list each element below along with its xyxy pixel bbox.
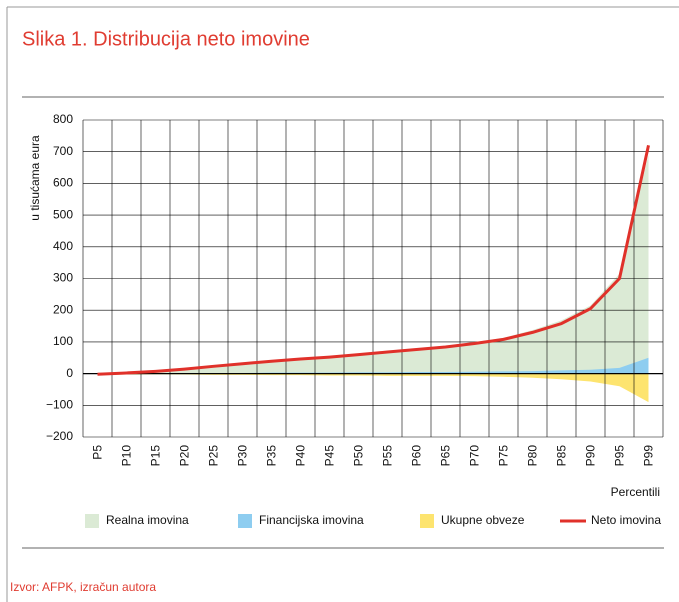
legend-swatch [238, 514, 252, 528]
y-axis-label: u tisućama eura [28, 135, 42, 221]
legend-label: Ukupne obveze [441, 513, 525, 527]
y-tick-label: 0 [66, 366, 73, 380]
x-tick-label: P55 [381, 445, 395, 467]
x-tick-label: P70 [468, 445, 482, 467]
x-tick-label: P5 [91, 445, 105, 460]
x-tick-label: P45 [323, 445, 337, 467]
area [97, 373, 649, 403]
x-tick-label: P90 [584, 445, 598, 467]
area [97, 154, 649, 374]
x-tick-label: P95 [613, 445, 627, 467]
y-tick-label: 700 [53, 144, 73, 158]
y-tick-label: 100 [53, 334, 73, 348]
line [97, 145, 650, 376]
area [97, 357, 649, 374]
x-tick-label: P10 [120, 445, 134, 467]
y-tick-label: 200 [53, 302, 73, 316]
legend-label: Neto imovina [591, 513, 661, 527]
x-tick-label: P50 [352, 445, 366, 467]
x-axis-label: Percentili [611, 485, 660, 499]
y-tick-label: 800 [53, 112, 73, 126]
x-tick-label: P35 [265, 445, 279, 467]
y-tick-label: −200 [46, 429, 73, 443]
legend-label: Realna imovina [106, 513, 189, 527]
y-tick-label: 600 [53, 176, 73, 190]
x-tick-label: P65 [439, 445, 453, 467]
x-tick-label: P20 [178, 445, 192, 467]
x-tick-label: P80 [526, 445, 540, 467]
x-tick-label: P85 [555, 445, 569, 467]
y-tick-label: 300 [53, 271, 73, 285]
source: Izvor: AFPK, izračun autora [10, 580, 156, 594]
x-tick-label: P99 [642, 445, 656, 467]
legend-swatch [420, 514, 434, 528]
x-tick-label: P25 [207, 445, 221, 467]
x-tick-label: P15 [149, 445, 163, 467]
y-tick-label: 400 [53, 239, 73, 253]
x-tick-label: P75 [497, 445, 511, 467]
y-tick-label: −100 [46, 397, 73, 411]
y-tick-label: 500 [53, 207, 73, 221]
legend-swatch [85, 514, 99, 528]
x-tick-label: P30 [236, 445, 250, 467]
chart-title: Slika 1. Distribucija neto imovine [22, 28, 310, 50]
x-tick-label: P40 [294, 445, 308, 467]
x-tick-label: P60 [410, 445, 424, 467]
legend-label: Financijska imovina [259, 513, 364, 527]
